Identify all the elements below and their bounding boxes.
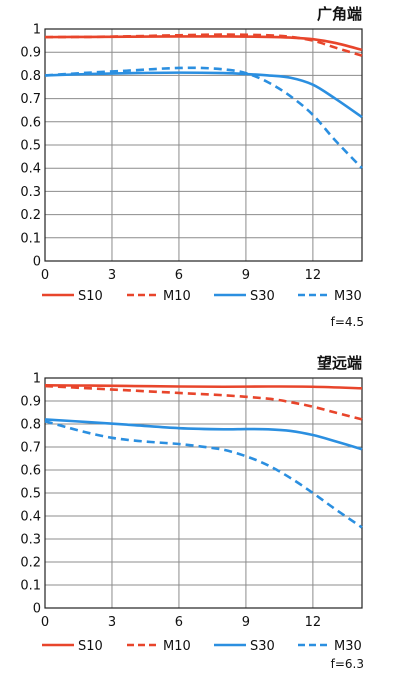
- y-tick-label: 0.7: [20, 92, 41, 107]
- aperture-note: f=4.5: [331, 315, 364, 329]
- series-line-s10: [44, 384, 363, 390]
- y-tick-label: 0.1: [20, 579, 41, 594]
- x-tick-label: 0: [41, 268, 49, 283]
- legend-label-m10: M10: [163, 289, 191, 304]
- y-tick-label: 0.1: [20, 231, 41, 246]
- y-tick-label: 1: [33, 372, 41, 387]
- x-tick-label: 6: [175, 268, 183, 283]
- legend-label-s10: S10: [78, 289, 103, 304]
- x-tick-label: 9: [242, 615, 250, 630]
- y-tick-label: 0: [33, 602, 41, 617]
- plot-frame: [44, 28, 363, 262]
- series-line-m10: [44, 384, 363, 421]
- mtf-panel-2: 望远端 0 0.1 0.2 0.3 0.4 0.5 0.6 0.7 0.8 0.9 1 0 3 6 9 12 S1…: [20, 354, 364, 671]
- y-tick-label: 0.7: [20, 441, 41, 456]
- y-tick-label: 0.8: [20, 418, 41, 433]
- series-line-s10: [44, 35, 363, 52]
- chart-title: 望远端: [317, 354, 362, 372]
- y-tick-label: 0.4: [20, 510, 41, 525]
- y-tick-label: 1: [33, 23, 41, 38]
- series-line-m30: [44, 419, 363, 529]
- y-tick-label: 0.3: [20, 533, 41, 548]
- y-tick-label: 0.2: [20, 208, 41, 223]
- x-tick-label: 12: [305, 615, 322, 630]
- y-tick-label: 0.9: [20, 395, 41, 410]
- y-tick-label: 0.9: [20, 46, 41, 61]
- x-tick-label: 12: [305, 268, 322, 283]
- series-line-s30: [44, 71, 363, 119]
- y-tick-label: 0.6: [20, 115, 41, 130]
- legend-label-m10: M10: [163, 639, 191, 654]
- y-tick-label: 0.5: [20, 139, 41, 154]
- legend-label-m30: M30: [334, 289, 362, 304]
- series-line-m30: [44, 66, 363, 170]
- y-tick-label: 0: [33, 255, 41, 270]
- x-tick-label: 9: [242, 268, 250, 283]
- y-tick-label: 0.4: [20, 162, 41, 177]
- plot-frame: [44, 377, 363, 609]
- legend: S10 M10 S30 M30: [42, 289, 362, 304]
- legend-label-s30: S30: [250, 289, 275, 304]
- x-tick-label: 3: [108, 615, 116, 630]
- legend-label-s30: S30: [250, 639, 275, 654]
- legend-label-m30: M30: [334, 639, 362, 654]
- y-tick-label: 0.3: [20, 185, 41, 200]
- chart-title: 广角端: [317, 5, 362, 23]
- aperture-note: f=6.3: [331, 657, 364, 671]
- mtf-panel-1: 广角端 0 0.1 0.2 0.3 0.4 0.5 0.6 0.7 0.8 0.9 1 0 3 6 9 12 S1…: [20, 5, 364, 329]
- y-tick-label: 0.2: [20, 556, 41, 571]
- y-tick-label: 0.8: [20, 69, 41, 84]
- x-tick-label: 3: [108, 268, 116, 283]
- legend-label-s10: S10: [78, 639, 103, 654]
- legend: S10 M10 S30 M30: [42, 639, 362, 654]
- x-tick-label: 0: [41, 615, 49, 630]
- series-line-m10: [44, 33, 363, 57]
- series-line-s30: [44, 418, 363, 451]
- y-tick-label: 0.5: [20, 487, 41, 502]
- x-tick-label: 6: [175, 615, 183, 630]
- y-tick-label: 0.6: [20, 464, 41, 479]
